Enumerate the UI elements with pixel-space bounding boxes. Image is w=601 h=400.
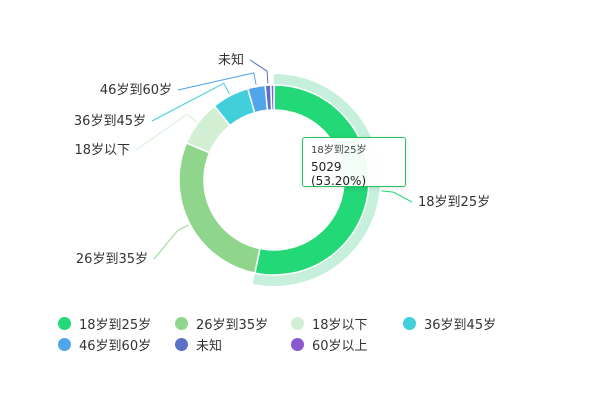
slice-1825-leader-line xyxy=(381,190,413,203)
legend-label: 18岁以下 xyxy=(312,318,368,333)
legend-item[interactable]: 未知 xyxy=(175,335,222,354)
legend-item[interactable]: 26岁到35岁 xyxy=(175,314,268,333)
legend-label: 18岁到25岁 xyxy=(79,318,152,333)
legend-label: 未知 xyxy=(196,339,223,354)
slice-18-leader-line xyxy=(135,113,197,151)
slice-2635-label: 26岁到35岁 xyxy=(76,252,148,267)
legend-item[interactable]: 46岁到60岁 xyxy=(58,335,151,354)
tooltip-title: 18岁到25岁 xyxy=(311,145,367,156)
legend-dot-icon xyxy=(403,317,416,330)
legend-label: 60岁以上 xyxy=(312,339,368,354)
legend-dot-icon xyxy=(175,338,188,351)
legend-item[interactable]: 36岁到45岁 xyxy=(403,314,496,333)
legend-dot-icon xyxy=(58,338,71,351)
legend-label: 26岁到35岁 xyxy=(196,318,269,333)
slice-3645-leader-line xyxy=(151,82,230,122)
slice--label: 未知 xyxy=(218,52,244,68)
legend-item[interactable]: 18岁到25岁 xyxy=(58,314,151,333)
legend-label: 36岁到45岁 xyxy=(424,318,497,333)
tooltip-value: 5029 (53.20%) xyxy=(311,160,367,188)
slice-4660-leader-line xyxy=(177,72,257,91)
legend-dot-icon xyxy=(175,317,188,330)
slice-3645-label: 36岁到45岁 xyxy=(74,114,146,129)
slice--leader-line xyxy=(249,59,269,84)
legend-dot-icon xyxy=(291,317,304,330)
slice-2635[interactable] xyxy=(178,141,261,274)
slice-60[interactable] xyxy=(270,84,275,111)
slice-labels: 18岁到25岁 26岁到35岁 18岁以下 36岁到45岁 46岁到60岁 未知 xyxy=(74,52,490,267)
legend-item[interactable]: 18岁以下 xyxy=(291,314,368,333)
slice-2635-leader-line xyxy=(153,224,189,260)
legend-dot-icon xyxy=(58,317,71,330)
legend-label: 46岁到60岁 xyxy=(79,339,152,354)
label-leader-lines xyxy=(135,59,413,260)
donut-slices xyxy=(178,74,380,286)
chart-tooltip: 18岁到25岁 5029 (53.20%) xyxy=(302,137,406,188)
legend-item[interactable]: 60岁以上 xyxy=(291,335,368,354)
slice-4660-label: 46岁到60岁 xyxy=(100,83,172,98)
slice-1825-label: 18岁到25岁 xyxy=(418,195,490,210)
slice-18-label: 18岁以下 xyxy=(74,143,130,158)
legend-dot-icon xyxy=(291,338,304,351)
